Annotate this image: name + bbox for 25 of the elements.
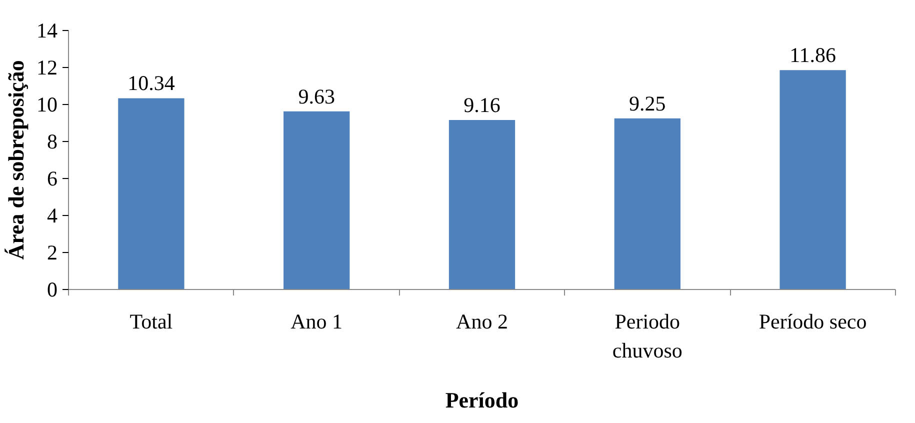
data-label: 9.25 <box>629 91 666 116</box>
data-label: 9.16 <box>464 93 500 118</box>
x-tick-label: Ano 1 <box>290 310 343 334</box>
data-label: 11.86 <box>790 43 836 68</box>
y-tick-label: 0 <box>47 278 58 302</box>
x-tick-label: Periodo chuvoso <box>612 310 682 362</box>
bar <box>118 98 184 290</box>
bar <box>780 70 846 290</box>
y-tick-label: 2 <box>47 240 58 264</box>
x-tick-label: Ano 2 <box>456 310 508 334</box>
y-tick-label: 4 <box>47 204 58 228</box>
bar <box>614 118 680 290</box>
x-axis-title: Período <box>445 387 519 412</box>
x-tick-label: Período seco <box>758 310 867 334</box>
y-tick-label: 12 <box>36 56 58 80</box>
x-tick-label: Total <box>130 310 173 334</box>
y-tick-label: 10 <box>36 92 58 116</box>
bar <box>448 120 516 290</box>
data-label: 10.34 <box>128 71 176 96</box>
y-tick-label: 14 <box>36 18 58 42</box>
data-label: 9.63 <box>298 84 335 108</box>
y-axis-title: Área de sobreposição <box>4 60 28 260</box>
y-tick-label: 6 <box>47 166 58 190</box>
bar <box>284 111 350 290</box>
y-tick-label: 8 <box>47 130 58 154</box>
